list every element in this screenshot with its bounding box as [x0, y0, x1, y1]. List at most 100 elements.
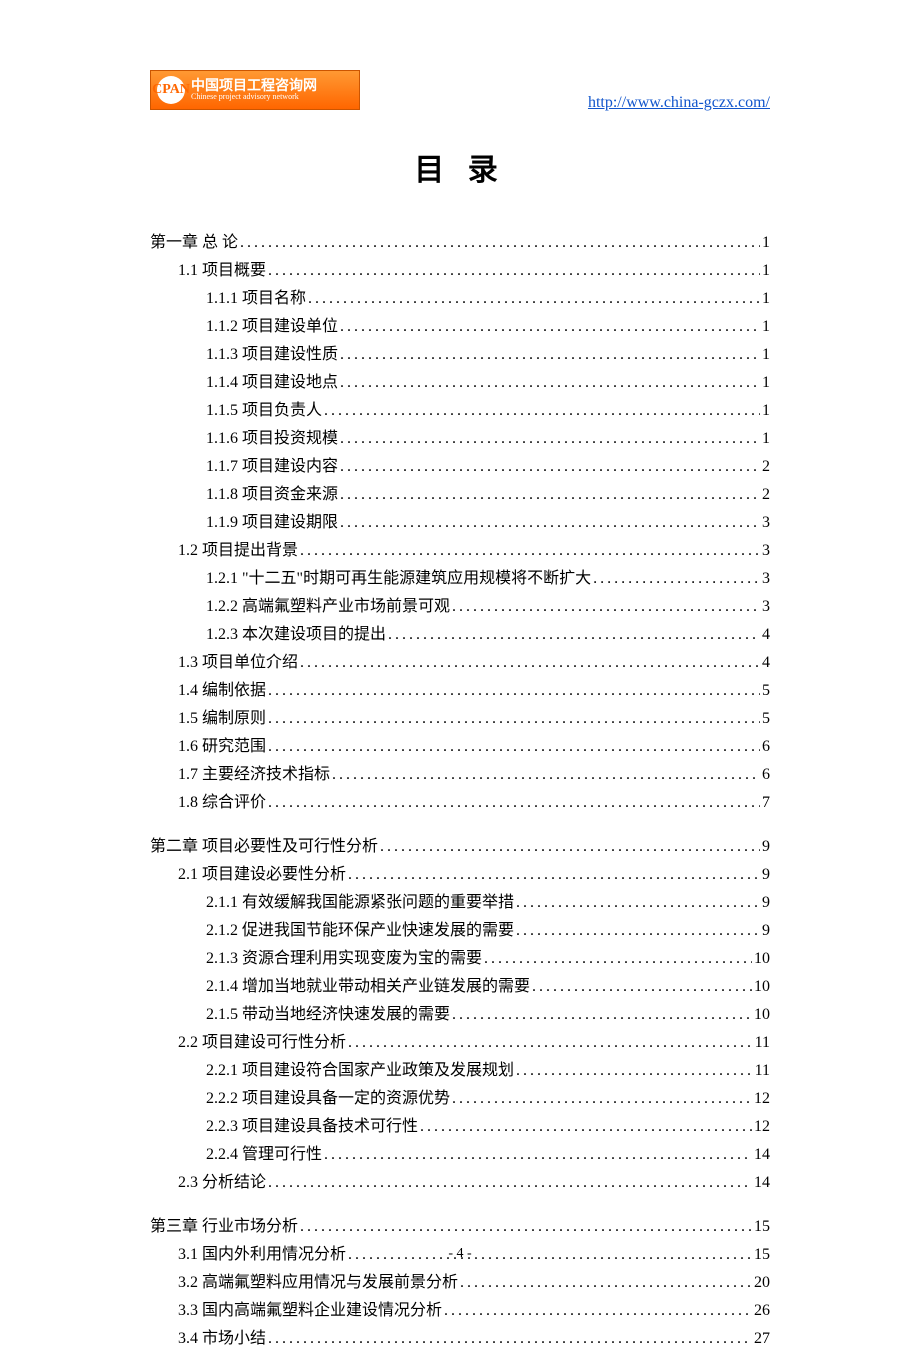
- toc-leader-dots: [593, 565, 760, 593]
- toc-entry-label: 2.1.1 有效缓解我国能源紧张问题的重要举措: [206, 889, 514, 917]
- toc-leader-dots: [380, 833, 760, 861]
- toc-leader-dots: [340, 481, 760, 509]
- toc-entry: 1.1.6 项目投资规模1: [206, 425, 770, 453]
- toc-leader-dots: [268, 257, 760, 285]
- toc-leader-dots: [452, 593, 760, 621]
- toc-leader-dots: [484, 945, 752, 973]
- toc-entry-label: 1.1.1 项目名称: [206, 285, 306, 313]
- toc-entry-label: 1.3 项目单位介绍: [178, 649, 298, 677]
- toc-entry-page: 20: [754, 1269, 770, 1297]
- toc-entry-label: 2.2.2 项目建设具备一定的资源优势: [206, 1085, 450, 1113]
- toc-entry-label: 2.1.4 增加当地就业带动相关产业链发展的需要: [206, 973, 530, 1001]
- toc-leader-dots: [324, 1141, 752, 1169]
- toc-entry-label: 1.2.3 本次建设项目的提出: [206, 621, 386, 649]
- toc-entry-label: 2.2.3 项目建设具备技术可行性: [206, 1113, 418, 1141]
- toc-entry-label: 第一章 总 论: [150, 229, 238, 257]
- toc-leader-dots: [420, 1113, 752, 1141]
- toc-entry-page: 10: [754, 1001, 770, 1029]
- toc-entry-page: 10: [754, 973, 770, 1001]
- toc-leader-dots: [348, 861, 760, 889]
- toc-entry: 3.4 市场小结27: [178, 1325, 770, 1353]
- toc-entry-label: 1.7 主要经济技术指标: [178, 761, 330, 789]
- toc-entry-label: 第二章 项目必要性及可行性分析: [150, 833, 378, 861]
- toc-entry-page: 10: [754, 945, 770, 973]
- toc-entry-label: 1.1.7 项目建设内容: [206, 453, 338, 481]
- toc-entry: 1.1.8 项目资金来源2: [206, 481, 770, 509]
- toc-entry: 3.3 国内高端氟塑料企业建设情况分析 26: [178, 1297, 770, 1325]
- toc-entry: 1.6 研究范围6: [178, 733, 770, 761]
- toc-leader-dots: [516, 889, 760, 917]
- toc-entry-page: 11: [755, 1057, 770, 1085]
- toc-entry-page: 9: [762, 889, 770, 917]
- toc-leader-dots: [340, 313, 760, 341]
- toc-entry-page: 12: [754, 1113, 770, 1141]
- toc-leader-dots: [340, 369, 760, 397]
- header-url-link[interactable]: http://www.china-gczx.com/: [588, 94, 770, 112]
- toc-entry: 2.1.3 资源合理利用实现变废为宝的需要10: [206, 945, 770, 973]
- toc-entry-label: 1.1.3 项目建设性质: [206, 341, 338, 369]
- toc-entry: 3.2 高端氟塑料应用情况与发展前景分析 20: [178, 1269, 770, 1297]
- toc-entry-page: 11: [755, 1029, 770, 1057]
- logo-icon: CPAN: [157, 76, 185, 104]
- toc-entry-page: 26: [754, 1297, 770, 1325]
- toc-leader-dots: [300, 537, 760, 565]
- toc-leader-dots: [340, 425, 760, 453]
- toc-entry-label: 2.1 项目建设必要性分析: [178, 861, 346, 889]
- toc-entry-label: 第三章 行业市场分析: [150, 1213, 298, 1241]
- toc-entry-page: 3: [762, 593, 770, 621]
- toc-entry-label: 1.6 研究范围: [178, 733, 266, 761]
- toc-entry: 2.1.1 有效缓解我国能源紧张问题的重要举措 9: [206, 889, 770, 917]
- toc-entry-page: 3: [762, 509, 770, 537]
- toc-leader-dots: [388, 621, 760, 649]
- toc-entry: 1.4 编制依据5: [178, 677, 770, 705]
- toc-entry-page: 5: [762, 677, 770, 705]
- toc-entry: 1.1.2 项目建设单位1: [206, 313, 770, 341]
- toc-entry-label: 1.1.5 项目负责人: [206, 397, 322, 425]
- toc-entry: 1.2 项目提出背景3: [178, 537, 770, 565]
- toc-entry-label: 1.2.1 "十二五"时期可再生能源建筑应用规模将不断扩大: [206, 565, 591, 593]
- toc-entry: 2.3 分析结论14: [178, 1169, 770, 1197]
- toc-entry-label: 1.8 综合评价: [178, 789, 266, 817]
- toc-entry-label: 1.1.9 项目建设期限: [206, 509, 338, 537]
- toc-leader-dots: [340, 509, 760, 537]
- toc-leader-dots: [268, 1325, 752, 1353]
- toc-entry: 1.1.9 项目建设期限 3: [206, 509, 770, 537]
- logo-cn: 中国项目工程咨询网: [191, 78, 317, 93]
- toc-entry-label: 1.2.2 高端氟塑料产业市场前景可观: [206, 593, 450, 621]
- toc-leader-dots: [268, 733, 760, 761]
- toc-entry-label: 3.2 高端氟塑料应用情况与发展前景分析: [178, 1269, 458, 1297]
- toc-leader-dots: [300, 1213, 752, 1241]
- toc-entry-page: 1: [762, 425, 770, 453]
- toc-leader-dots: [340, 341, 760, 369]
- toc-entry-label: 3.3 国内高端氟塑料企业建设情况分析: [178, 1297, 442, 1325]
- toc-entry: 第二章 项目必要性及可行性分析9: [150, 833, 770, 861]
- toc-entry: 2.1.4 增加当地就业带动相关产业链发展的需要 10: [206, 973, 770, 1001]
- toc-leader-dots: [460, 1269, 752, 1297]
- toc-entry-label: 2.1.2 促进我国节能环保产业快速发展的需要: [206, 917, 514, 945]
- toc-entry-page: 14: [754, 1169, 770, 1197]
- toc-leader-dots: [268, 705, 760, 733]
- toc-entry-page: 12: [754, 1085, 770, 1113]
- toc-entry-label: 1.2 项目提出背景: [178, 537, 298, 565]
- toc-leader-dots: [532, 973, 752, 1001]
- toc-entry: 第一章 总 论1: [150, 229, 770, 257]
- toc-entry: 2.1.2 促进我国节能环保产业快速发展的需要9: [206, 917, 770, 945]
- toc-leader-dots: [268, 789, 760, 817]
- toc-entry: 1.1.3 项目建设性质1: [206, 341, 770, 369]
- site-logo: CPAN 中国项目工程咨询网 Chinese project advisory …: [150, 70, 360, 110]
- toc-entry-page: 1: [762, 285, 770, 313]
- toc-leader-dots: [268, 677, 760, 705]
- toc-entry: 1.1.5 项目负责人1: [206, 397, 770, 425]
- toc-entry-page: 4: [762, 649, 770, 677]
- toc-leader-dots: [300, 649, 760, 677]
- toc-entry: 2.2.2 项目建设具备一定的资源优势 12: [206, 1085, 770, 1113]
- toc-entry: 1.2.1 "十二五"时期可再生能源建筑应用规模将不断扩大3: [206, 565, 770, 593]
- toc-entry-page: 1: [762, 369, 770, 397]
- toc-entry-page: 5: [762, 705, 770, 733]
- toc-leader-dots: [444, 1297, 752, 1325]
- toc-entry-label: 2.2.1 项目建设符合国家产业政策及发展规划: [206, 1057, 514, 1085]
- toc-entry-page: 15: [754, 1213, 770, 1241]
- toc-entry: 1.5 编制原则 5: [178, 705, 770, 733]
- toc-entry-label: 1.5 编制原则: [178, 705, 266, 733]
- toc-entry: 第三章 行业市场分析 15: [150, 1213, 770, 1241]
